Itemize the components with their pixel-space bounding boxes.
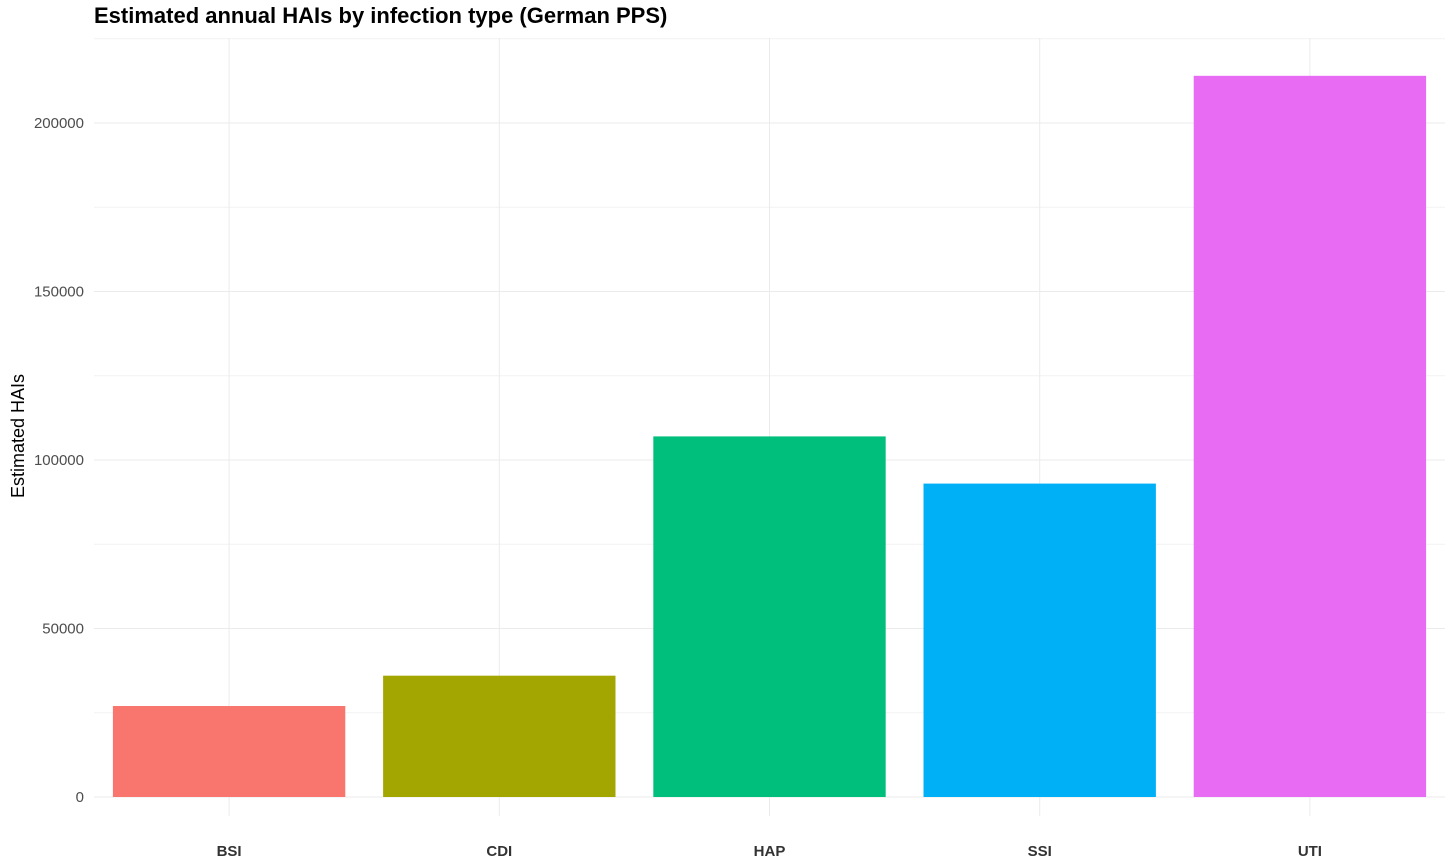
y-tick-label: 50000 <box>42 621 84 638</box>
bar-uti <box>1193 75 1427 797</box>
bar-bsi <box>112 706 346 797</box>
bar-ssi <box>923 483 1156 797</box>
x-tick-labels: BSI CDI HAP SSI UTI <box>217 843 1322 860</box>
y-tick-label: 100000 <box>34 452 84 469</box>
x-tick-label: BSI <box>217 843 242 860</box>
y-axis-label: Estimated HAIs <box>8 374 28 498</box>
x-tick-label: HAP <box>754 843 786 860</box>
y-tick-label: 0 <box>76 789 84 806</box>
y-tick-label: 200000 <box>34 115 84 132</box>
chart-title: Estimated annual HAIs by infection type … <box>94 3 668 28</box>
y-tick-label: 150000 <box>34 284 84 301</box>
bar-hap <box>653 436 886 797</box>
x-tick-label: CDI <box>486 843 512 860</box>
y-tick-labels: 0 50000 100000 150000 200000 <box>34 115 84 806</box>
x-tick-label: SSI <box>1028 843 1052 860</box>
bars <box>112 75 1427 797</box>
bar-cdi <box>383 675 616 797</box>
x-tick-label: UTI <box>1298 843 1322 860</box>
